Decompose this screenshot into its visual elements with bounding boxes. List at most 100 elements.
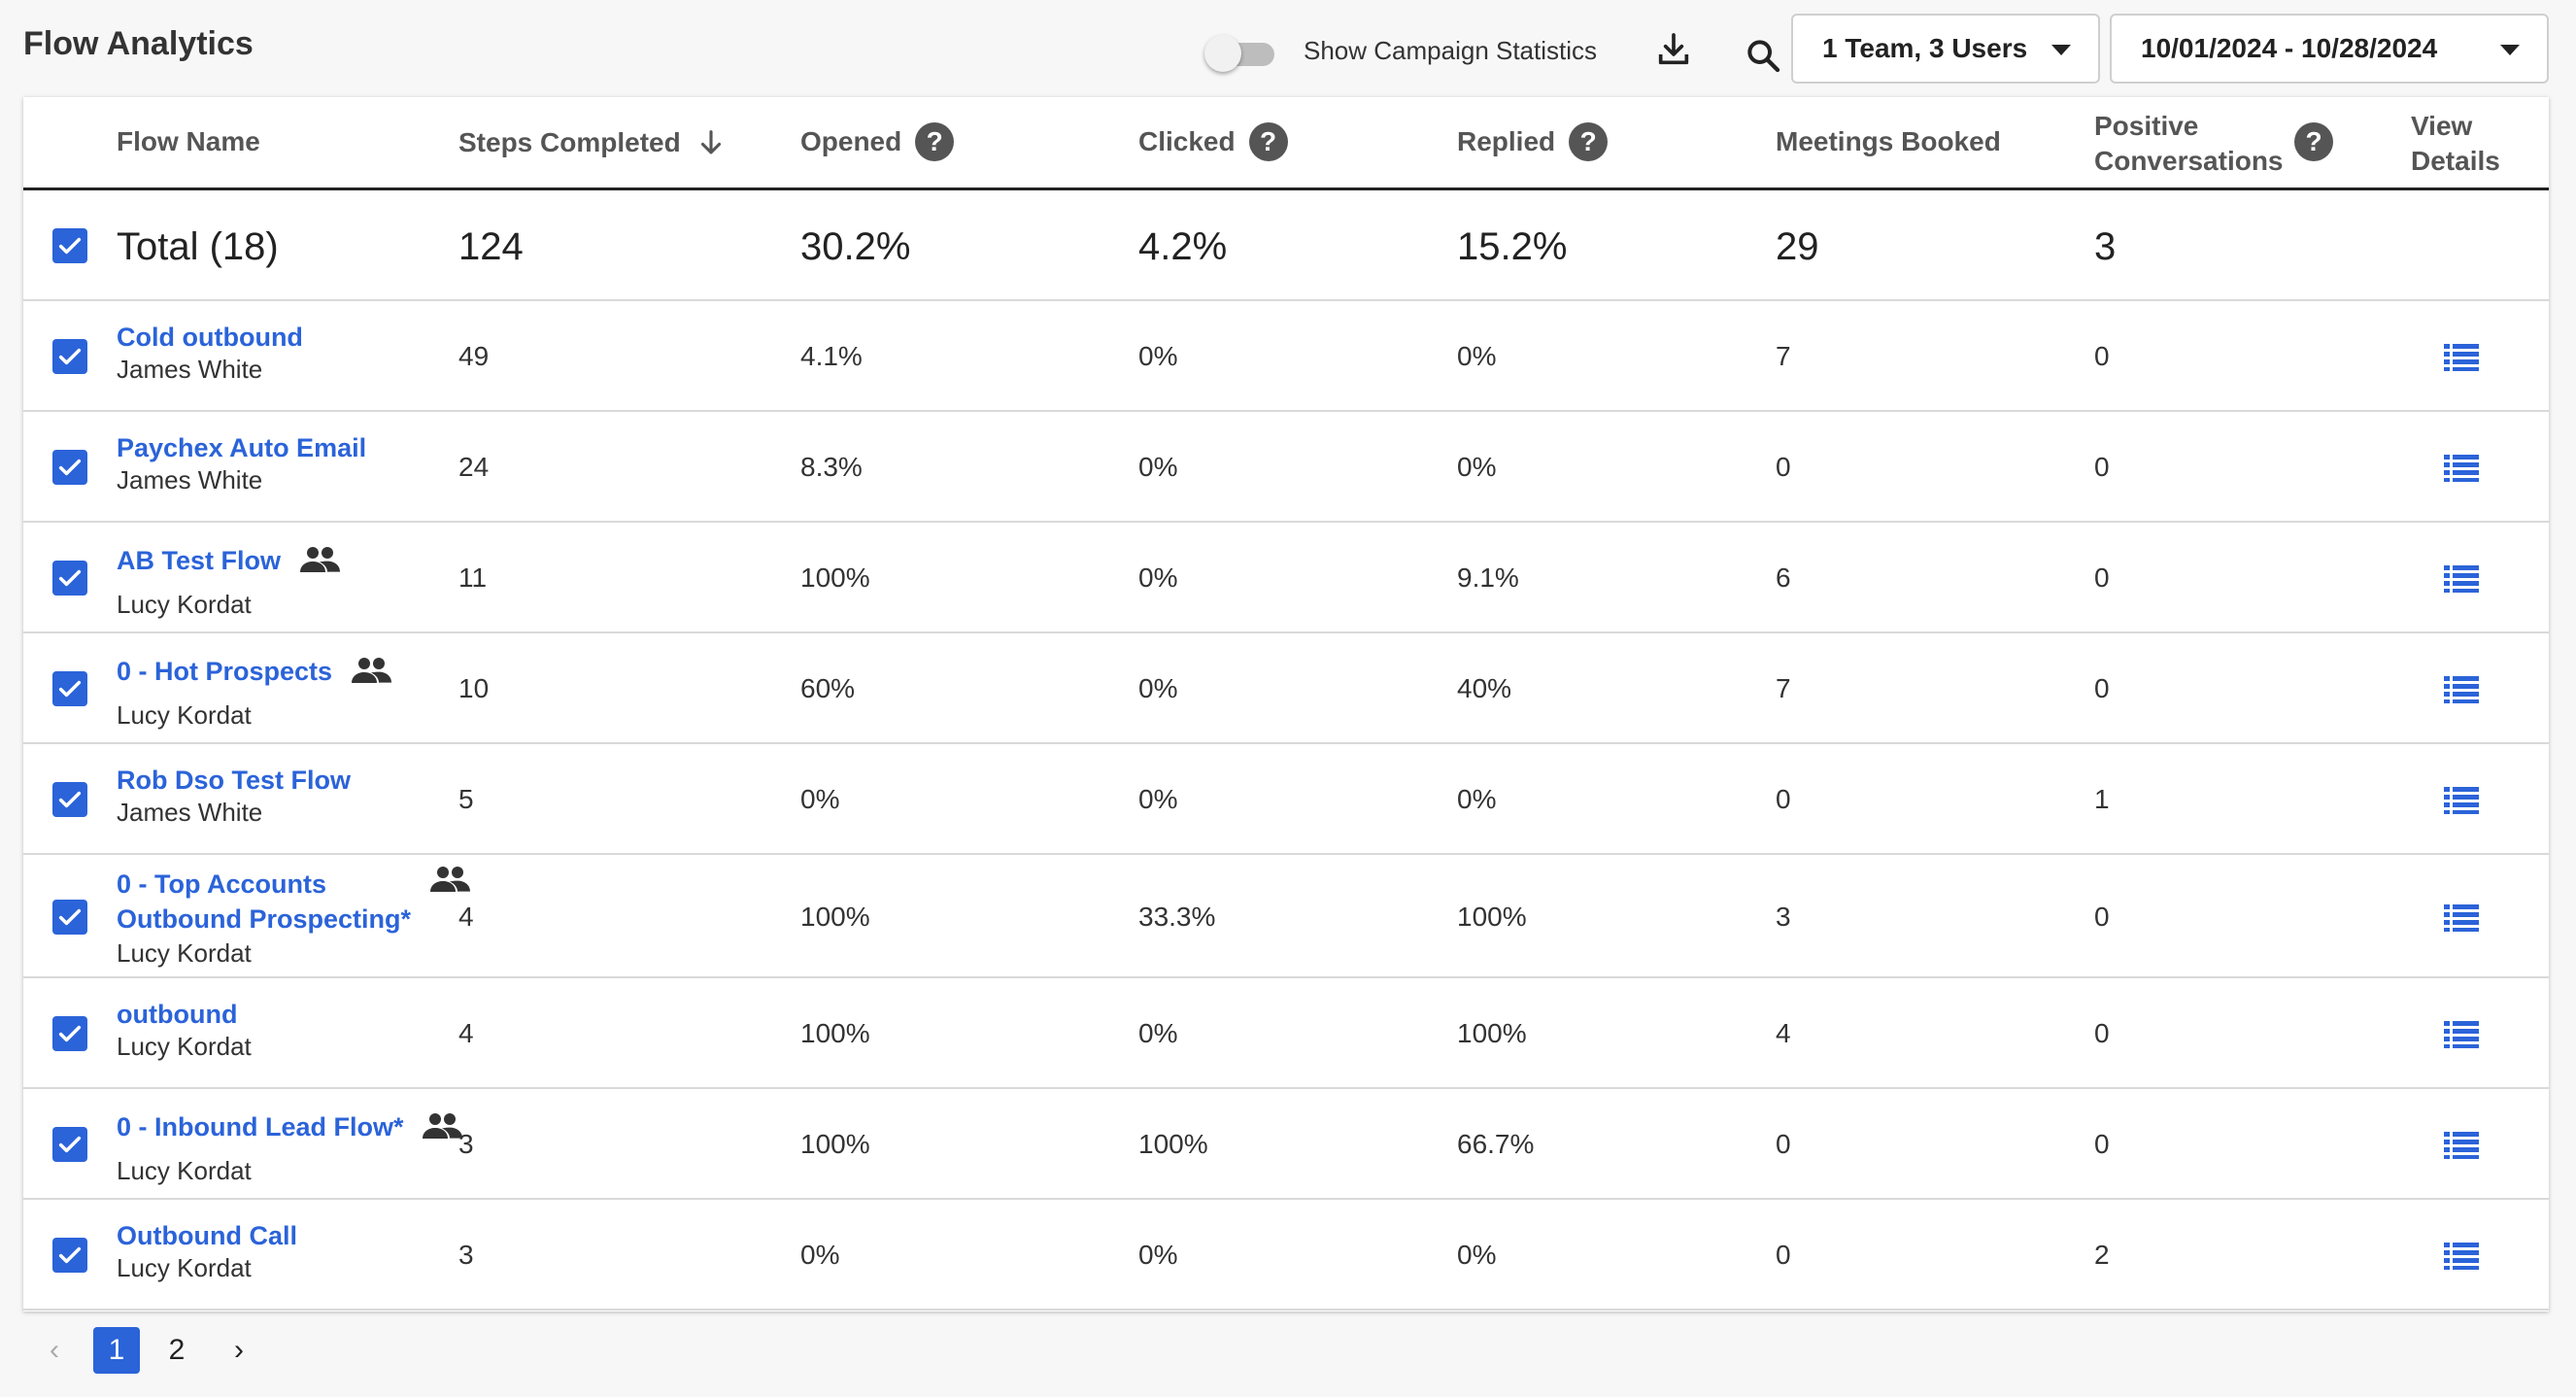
cell-positive: 0 — [2094, 673, 2110, 703]
campaign-stats-toggle[interactable] — [1204, 33, 1282, 72]
cell-steps: 49 — [458, 341, 490, 371]
cell-clicked: 0% — [1138, 562, 1178, 593]
row-checkbox[interactable] — [52, 1127, 87, 1162]
row-checkbox[interactable] — [52, 782, 87, 817]
flow-name-link[interactable]: Outbound Call — [117, 1218, 297, 1253]
view-details-button[interactable] — [2444, 903, 2479, 932]
header-replied[interactable]: Replied ? — [1457, 122, 1609, 161]
flow-name-link[interactable]: outbound — [117, 997, 237, 1032]
total-steps: 124 — [458, 225, 524, 268]
next-page-button[interactable]: › — [234, 1334, 244, 1366]
flow-name-line1: Outbound Call — [117, 1221, 297, 1250]
view-details-button[interactable] — [2444, 453, 2479, 482]
flow-owner: Lucy Kordat — [117, 590, 252, 619]
view-details-button[interactable] — [2444, 563, 2479, 593]
total-checkbox[interactable] — [52, 228, 87, 263]
view-details-button[interactable] — [2444, 785, 2479, 814]
header-meetings-booked[interactable]: Meetings Booked — [1776, 126, 2001, 156]
header-view-line1: View — [2411, 111, 2473, 141]
page-2-button[interactable]: 2 — [168, 1334, 186, 1366]
view-details-button[interactable] — [2444, 674, 2479, 703]
cell-clicked: 33.3% — [1138, 902, 1216, 932]
flow-name-line1: Rob Dso Test Flow — [117, 766, 351, 795]
cell-meetings: 6 — [1776, 562, 1791, 593]
cell-positive: 0 — [2094, 341, 2110, 371]
chevron-down-icon — [2051, 45, 2071, 55]
cell-replied: 0% — [1457, 1240, 1497, 1270]
header-view-details: View Details — [2411, 109, 2500, 179]
flow-name-link[interactable]: AB Test Flow — [117, 543, 281, 578]
search-button[interactable] — [1737, 29, 1789, 82]
row-checkbox[interactable] — [52, 900, 87, 935]
flow-name-link[interactable]: 0 - Hot Prospects — [117, 654, 332, 689]
help-icon[interactable]: ? — [915, 122, 955, 161]
row-checkbox[interactable] — [52, 561, 87, 596]
header-positive-conversations[interactable]: Positive Conversations — [2094, 109, 2284, 179]
download-button[interactable] — [1647, 23, 1700, 76]
cell-opened: 4.1% — [800, 341, 863, 371]
table-header: Flow Name Steps Completed Opened ? Click… — [23, 97, 2549, 190]
flow-owner: Lucy Kordat — [117, 1253, 252, 1282]
cell-steps: 5 — [458, 784, 474, 814]
cell-opened: 8.3% — [800, 452, 863, 482]
cell-positive: 0 — [2094, 1018, 2110, 1048]
cell-opened: 100% — [800, 902, 870, 932]
header-view-line2: Details — [2411, 146, 2500, 176]
header-opened[interactable]: Opened ? — [800, 122, 955, 161]
flow-name-link[interactable]: 0 - Top Accounts Outbound Prospecting* — [117, 867, 411, 937]
list-icon — [2444, 787, 2479, 814]
view-details-button[interactable] — [2444, 1019, 2479, 1048]
header-clicked[interactable]: Clicked ? — [1138, 122, 1288, 161]
checkmark-icon — [58, 237, 82, 255]
flow-name-line1: AB Test Flow — [117, 546, 282, 575]
flow-owner: Lucy Kordat — [117, 1156, 252, 1185]
cell-steps: 10 — [458, 673, 490, 703]
date-range-dropdown[interactable]: 10/01/2024 - 10/28/2024 — [2110, 14, 2549, 84]
cell-replied: 9.1% — [1457, 562, 1519, 593]
cell-clicked: 0% — [1138, 341, 1178, 371]
help-icon[interactable]: ? — [1569, 122, 1609, 161]
cell-meetings: 3 — [1776, 902, 1791, 932]
cell-replied: 100% — [1457, 1018, 1527, 1048]
checkmark-icon — [58, 1136, 82, 1153]
flow-name-link[interactable]: Rob Dso Test Flow — [117, 763, 351, 798]
checkmark-icon — [58, 348, 82, 365]
header-steps-completed[interactable]: Steps Completed — [458, 126, 728, 159]
total-clicked: 4.2% — [1138, 225, 1228, 268]
view-details-button[interactable] — [2444, 342, 2479, 371]
row-checkbox[interactable] — [52, 339, 87, 374]
row-checkbox[interactable] — [52, 450, 87, 485]
flow-name-line1: 0 - Hot Prospects — [117, 657, 333, 686]
header-flow-name[interactable]: Flow Name — [117, 126, 260, 156]
flow-name-link[interactable]: Cold outbound — [117, 320, 303, 355]
list-icon — [2444, 344, 2479, 371]
view-details-button[interactable] — [2444, 1241, 2479, 1270]
flow-name-link[interactable]: Paychex Auto Email — [117, 430, 366, 465]
cell-opened: 100% — [800, 1018, 870, 1048]
team-shared-icon — [428, 865, 471, 899]
prev-page-button[interactable]: ‹ — [50, 1334, 59, 1366]
row-checkbox[interactable] — [52, 671, 87, 706]
cell-meetings: 4 — [1776, 1018, 1791, 1048]
table-row: AB Test Flow Lucy Kordat 11 100% 0% 9.1% 6 0 — [23, 523, 2549, 633]
row-checkbox[interactable] — [52, 1238, 87, 1273]
cell-clicked: 0% — [1138, 452, 1178, 482]
list-icon — [2444, 1021, 2479, 1048]
help-icon[interactable]: ? — [2294, 122, 2333, 161]
date-range-value: 10/01/2024 - 10/28/2024 — [2141, 33, 2438, 63]
cell-replied: 0% — [1457, 452, 1497, 482]
cell-opened: 100% — [800, 1129, 870, 1159]
view-details-button[interactable] — [2444, 1130, 2479, 1159]
cell-meetings: 0 — [1776, 1129, 1791, 1159]
header-positive-line1: Positive — [2094, 111, 2199, 141]
page-1-button[interactable]: 1 — [93, 1327, 140, 1374]
help-icon[interactable]: ? — [1248, 122, 1288, 161]
checkmark-icon — [58, 680, 82, 698]
cell-positive: 0 — [2094, 902, 2110, 932]
cell-replied: 66.7% — [1457, 1129, 1535, 1159]
row-checkbox[interactable] — [52, 1016, 87, 1051]
cell-positive: 0 — [2094, 562, 2110, 593]
cell-meetings: 0 — [1776, 452, 1791, 482]
flow-name-link[interactable]: 0 - Inbound Lead Flow* — [117, 1109, 403, 1144]
team-filter-dropdown[interactable]: 1 Team, 3 Users — [1791, 14, 2100, 84]
